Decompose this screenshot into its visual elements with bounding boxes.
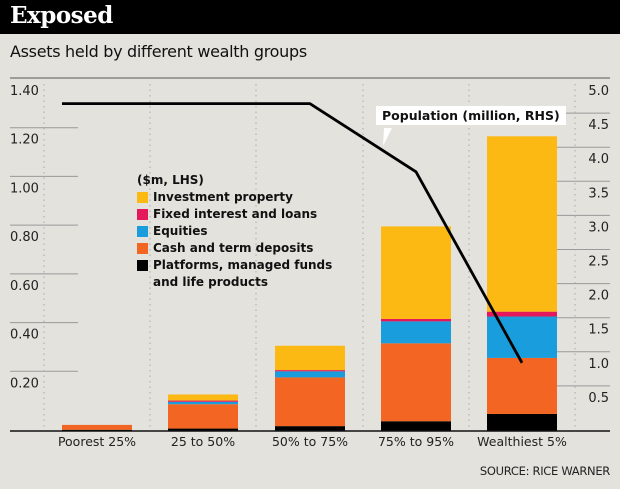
bar-segment-fixed-interest-and-loans xyxy=(275,370,345,372)
bar-segment-equities xyxy=(487,316,557,358)
right-tick-label: 1.5 xyxy=(588,323,609,338)
legend-label: Fixed interest and loans xyxy=(153,207,318,221)
legend-label: Cash and term deposits xyxy=(153,241,314,255)
chart-subtitle: Assets held by different wealth groups xyxy=(10,42,307,61)
bar-segment-investment-property xyxy=(487,136,557,312)
bar-segment-cash-and-term-deposits xyxy=(381,343,451,422)
header-title: Exposed xyxy=(10,2,113,29)
bar-segment-cash-and-term-deposits xyxy=(275,377,345,427)
bar-segment-platforms-managed-funds-and-life-products xyxy=(168,428,238,431)
legend: ($m, LHS) Investment property Fixed inter… xyxy=(137,172,332,291)
right-tick-label: 4.5 xyxy=(588,118,609,133)
right-tick-label: 3.5 xyxy=(588,186,609,201)
left-tick-label: 0.80 xyxy=(10,230,39,245)
category-label: Poorest 25% xyxy=(58,434,136,449)
left-tick-label: 0.40 xyxy=(10,328,39,343)
bar-segment-equities xyxy=(275,371,345,378)
legend-item: Cash and term deposits xyxy=(137,240,332,257)
category-label: 25 to 50% xyxy=(171,434,235,449)
category-label: 50% to 75% xyxy=(272,434,348,449)
legend-swatch xyxy=(137,226,148,237)
legend-item: Equities xyxy=(137,223,332,240)
category-label: 75% to 95% xyxy=(378,434,454,449)
legend-title: ($m, LHS) xyxy=(137,173,204,187)
bar-segment-investment-property xyxy=(275,345,345,371)
legend-item: Platforms, managed funds and life produc… xyxy=(137,257,332,291)
bar-segment-platforms-managed-funds-and-life-products xyxy=(275,426,345,431)
bar-segment-equities xyxy=(381,321,451,344)
bar-segment-equities xyxy=(168,401,238,405)
bar-segment-investment-property xyxy=(168,394,238,401)
legend-swatch xyxy=(137,192,148,203)
bar-segment-platforms-managed-funds-and-life-products xyxy=(487,413,557,431)
right-tick-label: 1.0 xyxy=(588,357,609,372)
population-line xyxy=(62,102,524,364)
bar-segment-fixed-interest-and-loans xyxy=(168,400,238,402)
right-tick-label: 4.0 xyxy=(588,152,609,167)
legend-item: Investment property xyxy=(137,189,332,206)
bar-segment-cash-and-term-deposits xyxy=(62,424,132,430)
bar-segment-investment-property xyxy=(381,226,451,319)
bar-segment-platforms-managed-funds-and-life-products xyxy=(381,421,451,431)
legend-swatch xyxy=(137,209,148,220)
right-tick-label: 5.0 xyxy=(588,84,609,99)
left-tick-label: 0.60 xyxy=(10,279,39,294)
left-tick-label: 1.40 xyxy=(10,84,39,99)
bar-segment-cash-and-term-deposits xyxy=(487,357,557,414)
callout-pointer xyxy=(383,128,392,146)
bar-segment-cash-and-term-deposits xyxy=(168,404,238,429)
right-tick-label: 0.5 xyxy=(588,391,609,406)
legend-swatch xyxy=(137,260,148,271)
right-tick-label: 2.0 xyxy=(588,289,609,304)
population-callout: Population (million, RHS) xyxy=(376,106,566,125)
legend-label: Platforms, managed funds and life produc… xyxy=(153,258,333,289)
right-tick-label: 3.0 xyxy=(588,220,609,235)
bar-segment-fixed-interest-and-loans xyxy=(381,318,451,322)
legend-label: Investment property xyxy=(153,190,293,204)
chart-header: Exposed xyxy=(0,0,620,34)
legend-item: Fixed interest and loans xyxy=(137,206,332,223)
legend-swatch xyxy=(137,243,148,254)
right-tick-label: 2.5 xyxy=(588,255,609,270)
bar-segment-fixed-interest-and-loans xyxy=(487,311,557,317)
source-note: SOURCE: RICE WARNER xyxy=(479,464,610,478)
left-tick-label: 0.20 xyxy=(10,376,39,391)
legend-label: Equities xyxy=(153,224,208,238)
left-tick-label: 1.20 xyxy=(10,133,39,148)
category-label: Wealthiest 5% xyxy=(477,434,567,449)
left-tick-label: 1.00 xyxy=(10,181,39,196)
